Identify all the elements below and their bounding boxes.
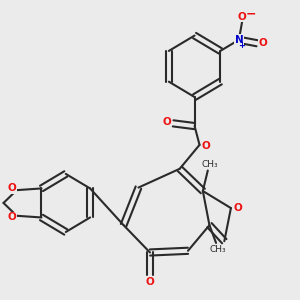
Text: O: O [233,203,242,213]
Text: O: O [238,12,247,22]
Text: O: O [259,38,267,48]
Text: O: O [146,277,154,286]
Text: N: N [235,35,243,45]
Text: O: O [201,141,210,151]
Text: −: − [245,7,256,20]
Text: O: O [162,117,171,127]
Text: CH₃: CH₃ [201,160,218,169]
Text: +: + [238,41,245,50]
Text: CH₃: CH₃ [209,244,226,253]
Text: O: O [8,183,16,194]
Text: O: O [8,212,16,223]
